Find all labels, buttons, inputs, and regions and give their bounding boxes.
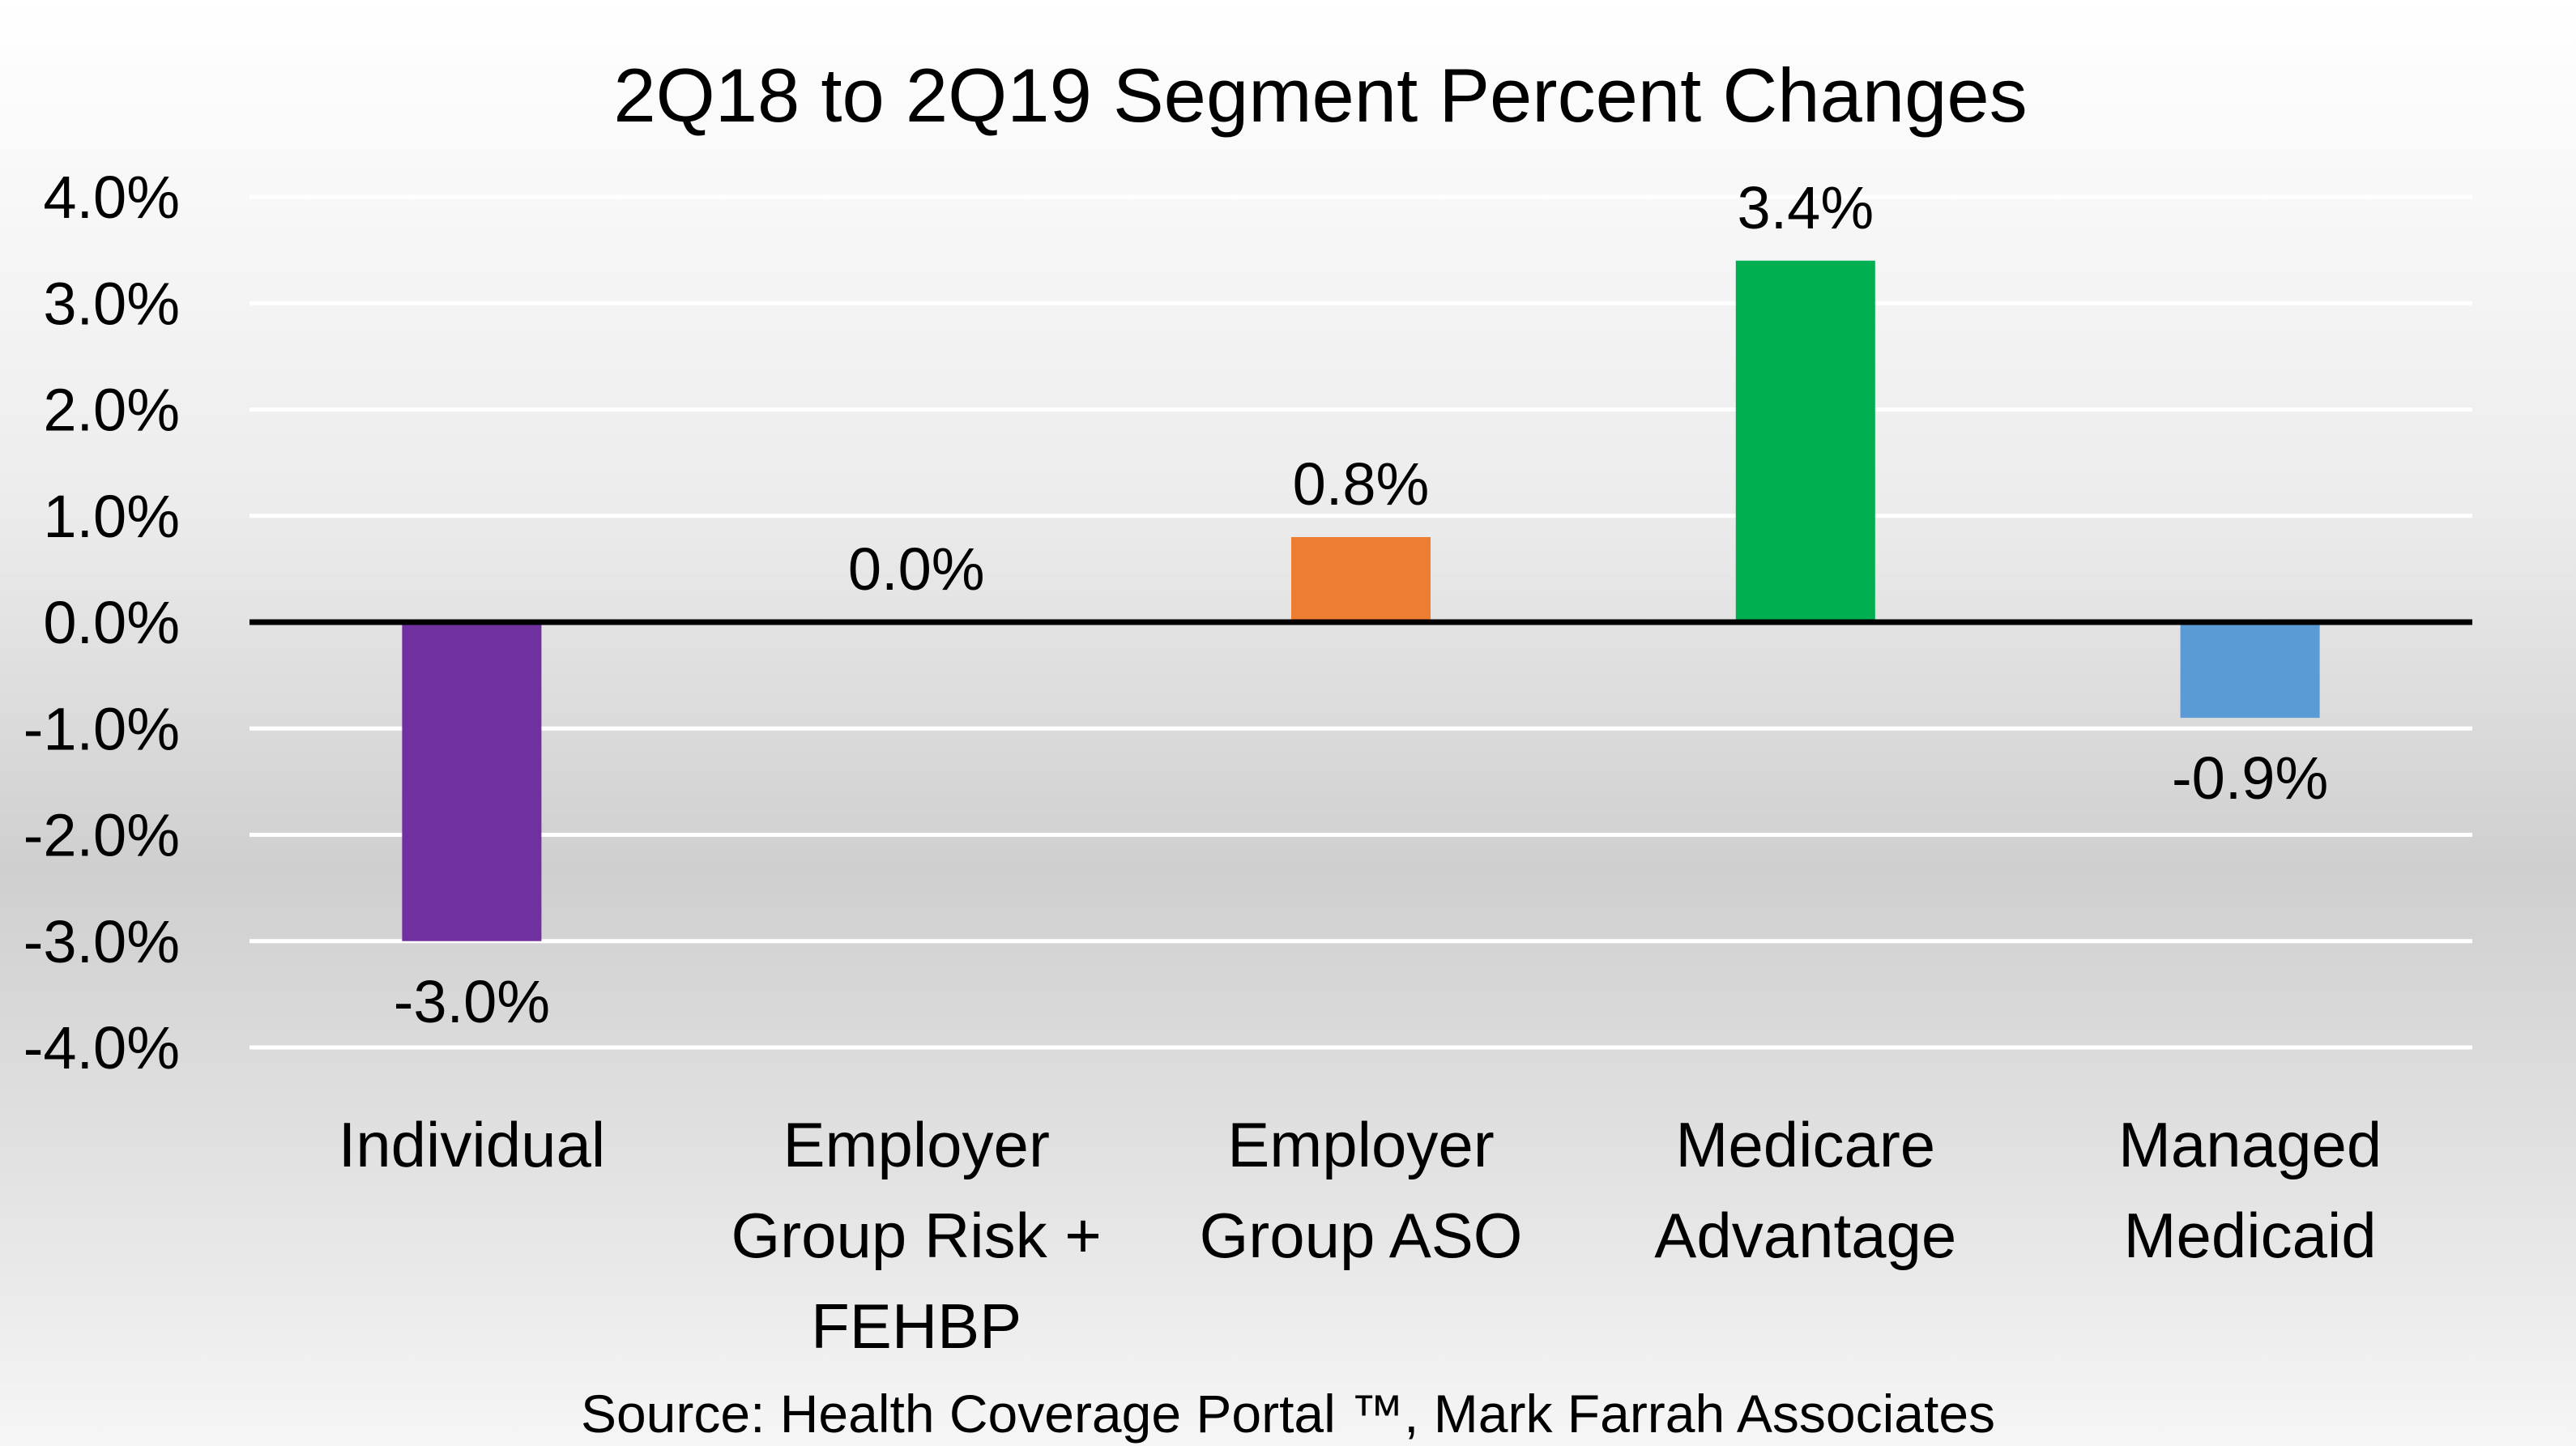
y-tick-label: 4.0%	[43, 164, 180, 231]
data-label: 0.0%	[848, 535, 985, 603]
category-label: Advantage	[1654, 1200, 1956, 1271]
bar	[1735, 260, 1875, 622]
y-tick-label: -3.0%	[23, 908, 180, 975]
chart-title: 2Q18 to 2Q19 Segment Percent Changes	[613, 53, 2027, 138]
category-label: Medicaid	[2124, 1200, 2377, 1271]
category-labels: Individual Employer Group Risk + FEHBP Emplo…	[339, 1109, 2382, 1362]
y-tick-label: -2.0%	[23, 802, 180, 869]
data-label: 0.8%	[1293, 450, 1430, 518]
y-tick-label: 1.0%	[43, 483, 180, 550]
y-tick-label: -4.0%	[23, 1014, 180, 1081]
category-label: Individual	[339, 1109, 606, 1180]
category-label: Group Risk +	[731, 1200, 1102, 1271]
category-label: Medicare	[1675, 1109, 1935, 1180]
y-tick-label: 2.0%	[43, 377, 180, 444]
category-label: FEHBP	[811, 1290, 1021, 1362]
category-label: Group ASO	[1200, 1200, 1523, 1271]
category-label: Managed	[2118, 1109, 2382, 1180]
category-label: Employer	[1227, 1109, 1494, 1180]
y-axis-ticks: 4.0% 3.0% 2.0% 1.0% 0.0% -1.0% -2.0% -3.0% -4.0%	[23, 164, 180, 1081]
data-label: -0.9%	[2172, 744, 2328, 812]
gridlines	[249, 194, 2472, 1050]
bar	[1291, 537, 1431, 622]
y-tick-label: 0.0%	[43, 589, 180, 656]
data-label: 3.4%	[1737, 174, 1874, 241]
source-note: Source: Health Coverage Portal ™, Mark F…	[581, 1384, 1995, 1444]
category-label: Employer	[783, 1109, 1049, 1180]
data-label: -3.0%	[394, 968, 550, 1035]
bar	[402, 622, 542, 941]
y-tick-label: -1.0%	[23, 695, 180, 762]
y-tick-label: 3.0%	[43, 270, 180, 337]
bars	[402, 260, 2320, 941]
bar	[2180, 622, 2320, 719]
value-labels: -3.0% 0.0% 0.8% 3.4% -0.9%	[394, 174, 2329, 1035]
